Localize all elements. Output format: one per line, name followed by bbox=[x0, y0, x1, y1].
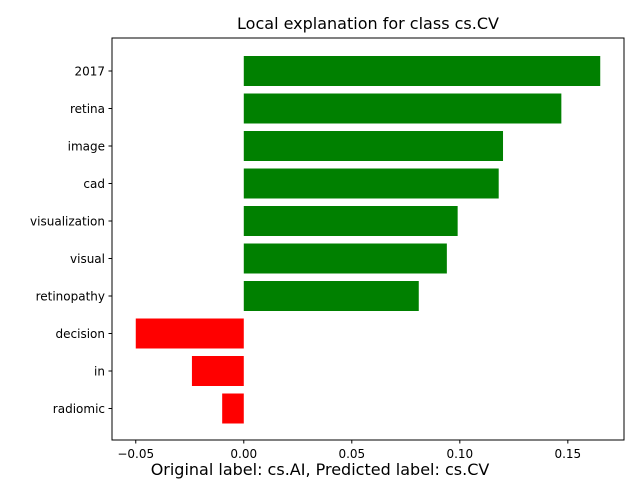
x-tick-label: 0.10 bbox=[446, 447, 473, 461]
x-tick-label: 0.00 bbox=[230, 447, 257, 461]
bar-cad bbox=[243, 168, 499, 199]
y-tick-label: visual bbox=[70, 252, 105, 266]
bar-decision bbox=[135, 318, 244, 349]
bar-2017 bbox=[243, 56, 601, 86]
y-tick-label: cad bbox=[83, 177, 105, 191]
y-tick-label: radiomic bbox=[53, 402, 105, 416]
chart-title: Local explanation for class cs.CV bbox=[237, 14, 499, 33]
x-tick-label: −0.05 bbox=[117, 447, 154, 461]
bar-retinopathy bbox=[243, 281, 419, 311]
bar-retina bbox=[243, 93, 562, 124]
y-tick-label: in bbox=[94, 365, 105, 379]
y-tick-label: retinopathy bbox=[36, 290, 105, 304]
bars-layer bbox=[135, 56, 601, 424]
bar-visual bbox=[243, 243, 447, 274]
bar-image bbox=[243, 131, 504, 161]
y-tick-label: decision bbox=[56, 327, 105, 341]
x-tick-label: 0.15 bbox=[554, 447, 581, 461]
y-tick-label: image bbox=[68, 140, 105, 154]
y-tick-label: visualization bbox=[30, 215, 105, 229]
x-tick-label: 0.05 bbox=[338, 447, 365, 461]
x-axis: −0.05 0.00 0.05 0.10 0.15 bbox=[117, 440, 581, 461]
y-tick-label: retina bbox=[70, 102, 105, 116]
plot-frame bbox=[111, 37, 625, 441]
caption: Original label: cs.AI, Predicted label: … bbox=[151, 460, 490, 479]
y-tick-label: 2017 bbox=[74, 65, 105, 79]
y-axis: 2017 retina image cad visualization visual ret… bbox=[30, 65, 112, 416]
bar-visualization bbox=[243, 206, 458, 236]
bar-radiomic bbox=[222, 393, 244, 424]
bar-in bbox=[191, 356, 244, 386]
